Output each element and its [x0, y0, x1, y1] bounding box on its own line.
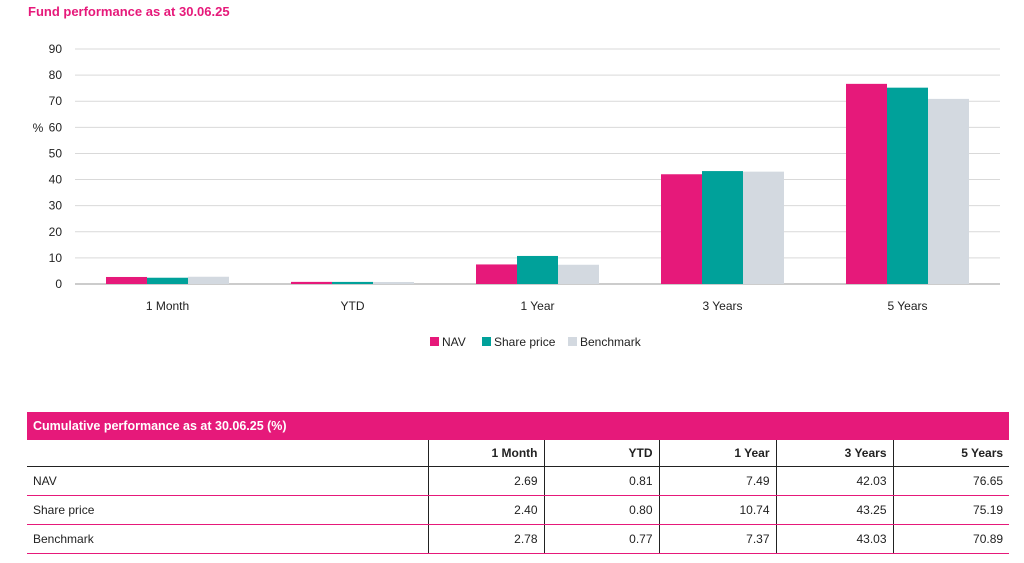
table-cell: 10.74 — [658, 495, 776, 525]
bar-share-price — [702, 171, 743, 284]
performance-bar-chart: 0 10 20 30 40 50 60 70 80 90 % 1 Month YTD 1 Year 3 … — [33, 42, 1000, 349]
table-title: Cumulative performance as at 30.06.25 (%… — [27, 412, 1010, 440]
table-cell: 2.78 — [427, 524, 544, 554]
table-cell: 76.65 — [892, 466, 1010, 496]
bar-nav — [291, 281, 332, 284]
cumulative-performance-table: Cumulative performance as at 30.06.25 (%… — [27, 412, 1010, 554]
x-tick-label: YTD — [341, 299, 365, 313]
bar-benchmark — [928, 98, 969, 284]
bar-benchmark — [743, 171, 784, 284]
bar-nav — [846, 83, 887, 284]
bar-share-price — [887, 87, 928, 284]
y-axis-ticks: 0 10 20 30 40 50 60 70 80 90 — [49, 42, 63, 291]
y-tick-label: 30 — [49, 199, 63, 213]
table-cell: 42.03 — [775, 466, 893, 496]
row-label: Benchmark — [27, 524, 428, 554]
legend-label: Share price — [494, 335, 556, 349]
x-tick-label: 1 Year — [520, 299, 554, 313]
bar-share-price — [147, 277, 188, 284]
chart-legend: NAV Share price Benchmark — [430, 335, 642, 349]
bar-benchmark — [373, 281, 414, 284]
bar-benchmark — [558, 264, 599, 284]
row-label: NAV — [27, 466, 428, 496]
y-tick-label: 0 — [55, 277, 62, 291]
legend-label: Benchmark — [580, 335, 642, 349]
legend-swatch — [568, 337, 577, 346]
y-tick-label: 70 — [49, 94, 63, 108]
table-cell: 75.19 — [892, 495, 1010, 525]
table-cell: 43.03 — [775, 524, 893, 554]
column-header: 5 Years — [892, 440, 1010, 467]
column-header: 1 Month — [427, 440, 544, 467]
x-tick-label: 5 Years — [887, 299, 927, 313]
column-header — [27, 440, 428, 467]
table-cell: 0.77 — [543, 524, 659, 554]
bar-nav — [476, 264, 517, 284]
table-cell: 7.37 — [658, 524, 776, 554]
y-axis-label: % — [33, 121, 44, 135]
table-row: Benchmark 2.78 0.77 7.37 43.03 70.89 — [27, 524, 1010, 554]
bar-benchmark — [188, 276, 229, 284]
bar-nav — [106, 276, 147, 284]
legend-swatch — [482, 337, 491, 346]
y-tick-label: 80 — [49, 68, 63, 82]
column-header: 3 Years — [775, 440, 893, 467]
y-tick-label: 10 — [49, 251, 63, 265]
y-tick-label: 20 — [49, 225, 63, 239]
page-title: Fund performance as at 30.06.25 — [28, 4, 230, 19]
y-tick-label: 40 — [49, 173, 63, 187]
legend-swatch — [430, 337, 439, 346]
table-header-row: 1 Month YTD 1 Year 3 Years 5 Years — [27, 440, 1010, 467]
x-axis-ticks: 1 Month YTD 1 Year 3 Years 5 Years — [146, 299, 928, 313]
table-cell: 0.81 — [543, 466, 659, 496]
row-label: Share price — [27, 495, 428, 525]
legend-label: NAV — [442, 335, 466, 349]
bar-nav — [661, 174, 702, 284]
column-header: YTD — [543, 440, 659, 467]
y-tick-label: 50 — [49, 146, 63, 160]
x-tick-label: 3 Years — [702, 299, 742, 313]
chart-bars — [106, 83, 969, 284]
table-cell: 2.40 — [427, 495, 544, 525]
column-header: 1 Year — [658, 440, 776, 467]
x-tick-label: 1 Month — [146, 299, 189, 313]
bar-share-price — [332, 281, 373, 284]
table-row: Share price 2.40 0.80 10.74 43.25 75.19 — [27, 495, 1010, 525]
table-cell: 0.80 — [543, 495, 659, 525]
table-cell: 43.25 — [775, 495, 893, 525]
y-tick-label: 90 — [49, 42, 63, 56]
table-cell: 7.49 — [658, 466, 776, 496]
table-cell: 2.69 — [427, 466, 544, 496]
bar-share-price — [517, 255, 558, 284]
table-cell: 70.89 — [892, 524, 1010, 554]
y-tick-label: 60 — [49, 120, 63, 134]
table-row: NAV 2.69 0.81 7.49 42.03 76.65 — [27, 466, 1010, 496]
